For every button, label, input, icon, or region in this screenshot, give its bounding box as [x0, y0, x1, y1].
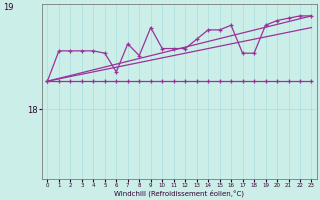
X-axis label: Windchill (Refroidissement éolien,°C): Windchill (Refroidissement éolien,°C) [115, 190, 244, 197]
Text: 19: 19 [3, 3, 13, 12]
